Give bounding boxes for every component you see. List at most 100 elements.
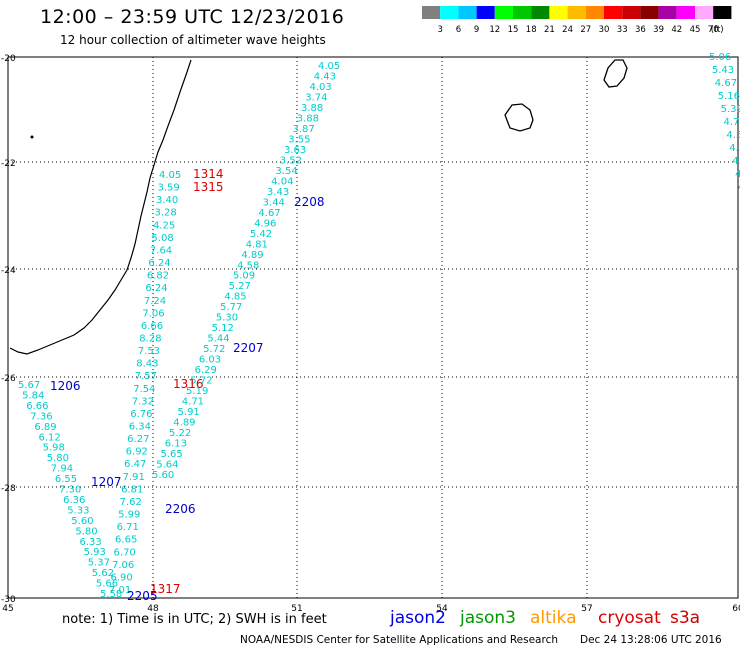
legend-swatch xyxy=(440,6,459,19)
satellite-s3a: s3a xyxy=(670,608,701,628)
wave-height-value: 5.44 xyxy=(207,334,229,345)
wave-height-value: 6.24 xyxy=(148,258,170,269)
wave-height-value: 4.43 xyxy=(314,71,336,82)
satellite-jason3: jason3 xyxy=(460,608,516,628)
wave-height-value: 6.12 xyxy=(39,432,61,443)
longitude-tick-label: 51 xyxy=(291,604,302,614)
legend-label: 21 xyxy=(544,25,555,35)
satellite-cryosat: cryosat xyxy=(598,608,661,628)
wave-height-value: 6.81 xyxy=(121,484,143,495)
wave-height-value: 5.84 xyxy=(22,390,44,401)
wave-height-value: 7.01 xyxy=(109,585,131,596)
wave-height-value: 3.88 xyxy=(297,113,319,124)
wave-height-value: 5.67 xyxy=(18,380,40,391)
legend-label: 36 xyxy=(635,25,646,35)
pass-time-label: 2205 xyxy=(127,589,158,603)
wave-height-value: 6.70 xyxy=(114,547,136,558)
satellite-jason2: jason2 xyxy=(390,608,446,628)
wave-height-value: 5.39 xyxy=(721,104,740,115)
wave-height-value: 6.92 xyxy=(126,447,148,458)
chart-title: 12:00 – 23:59 UTC 12/23/2016 xyxy=(40,6,345,28)
wave-height-value: 5.99 xyxy=(118,510,140,521)
wave-height-value: 6.66 xyxy=(26,401,48,412)
longitude-tick-label: 60 xyxy=(732,604,740,614)
wave-height-value: 8.28 xyxy=(139,333,161,344)
legend-label: 6 xyxy=(456,25,461,35)
pass-time-label: 1315 xyxy=(193,180,224,194)
wave-height-value: 4.96 xyxy=(254,218,276,229)
wave-height-value: 3.44 xyxy=(263,197,285,208)
wave-height-value: 5.33 xyxy=(67,505,89,516)
wave-height-value: 4.58 xyxy=(237,260,259,271)
wave-height-value: 7.30 xyxy=(59,485,81,496)
wave-height-value: 6.71 xyxy=(117,522,139,533)
wave-height-value: 5.77 xyxy=(220,302,242,313)
wave-height-value: 6.47 xyxy=(124,459,146,470)
wave-height-value: 4.3 xyxy=(729,143,740,154)
wave-height-value: 4.89 xyxy=(173,418,195,429)
wave-height-value: 5.30 xyxy=(216,313,238,324)
legend-label: 30 xyxy=(599,25,610,35)
wave-height-value: 6.55 xyxy=(55,474,77,485)
wave-height-value: 7.62 xyxy=(120,497,142,508)
wave-height-value: 4.05 xyxy=(318,61,340,72)
color-legend-labels: 3 6 9 12 15 18 21 24 27 30 33 36 39 42 45 70(ft) xyxy=(437,25,723,35)
wave-height-value: 5.06 xyxy=(709,52,731,63)
pass-time-label: 1206 xyxy=(50,379,81,393)
wave-height-value: 5.93 xyxy=(84,547,106,558)
legend-swatch xyxy=(622,6,641,19)
wave-height-value: 6.33 xyxy=(80,537,102,548)
wave-height-value: 5.58 xyxy=(100,589,122,600)
reunion-island xyxy=(504,103,534,132)
lat-lon-grid xyxy=(8,57,738,598)
wave-height-value: 5.98 xyxy=(43,443,65,454)
legend-swatch xyxy=(713,6,732,19)
legend-label: 39 xyxy=(653,25,664,35)
wave-height-value: 7.32 xyxy=(132,396,154,407)
wave-height-value: 5.37 xyxy=(88,558,110,569)
pass-time-label: 1314 xyxy=(193,167,224,181)
wave-height-value: 3.52 xyxy=(280,155,302,166)
pass-time-label: 2208 xyxy=(294,195,325,209)
legend-swatch xyxy=(458,6,477,19)
wave-height-value: 7.53 xyxy=(138,346,160,357)
latitude-labels: -20 -22 -24 -26 -28 -30 xyxy=(1,54,16,605)
latitude-tick-label: -26 xyxy=(1,374,16,384)
wave-height-value: 3.54 xyxy=(275,166,297,177)
wave-height-value: 4.89 xyxy=(241,250,263,261)
wave-height-value: 6.90 xyxy=(111,572,133,583)
wave-height-value: 5.42 xyxy=(250,229,272,240)
wave-height-value: 7.94 xyxy=(51,464,73,475)
wave-height-value: 5.80 xyxy=(75,526,97,537)
wave-height-value: 6.24 xyxy=(145,283,167,294)
longitude-tick-label: 57 xyxy=(581,604,592,614)
wave-height-value: 7.64 xyxy=(150,245,172,256)
wave-height-value: 5.08 xyxy=(151,233,173,244)
wave-height-value: 4.04 xyxy=(271,176,293,187)
wave-height-value: 4.81 xyxy=(246,239,268,250)
wave-height-value: 3.74 xyxy=(305,92,327,103)
legend-label: 24 xyxy=(562,25,573,35)
latitude-tick-label: -20 xyxy=(1,54,16,64)
wave-height-value: 4.85 xyxy=(224,292,246,303)
legend-swatch xyxy=(604,6,623,19)
wave-height-tracks: 4.053.593.403.284.255.087.646.246.826.24… xyxy=(18,52,740,600)
wave-height-value: 5.72 xyxy=(203,344,225,355)
wave-height-value: 6.65 xyxy=(115,535,137,546)
wave-height-value: 4.71 xyxy=(182,397,204,408)
wave-height-value: 3.40 xyxy=(156,195,178,206)
legend-swatch xyxy=(585,6,604,19)
legend-swatch xyxy=(658,6,677,19)
legend-swatch xyxy=(422,6,441,19)
madagascar-coastline xyxy=(9,59,192,355)
wave-height-value: 5.16 xyxy=(718,91,740,102)
wave-height-value: 5.43 xyxy=(712,65,734,76)
legend-swatch xyxy=(513,6,532,19)
chart-subtitle: 12 hour collection of altimeter wave hei… xyxy=(60,33,326,47)
satellite-altika: altika xyxy=(530,608,577,628)
legend-swatch xyxy=(494,6,513,19)
wave-height-value: 5.62 xyxy=(92,568,114,579)
legend-label: 3 xyxy=(437,25,442,35)
